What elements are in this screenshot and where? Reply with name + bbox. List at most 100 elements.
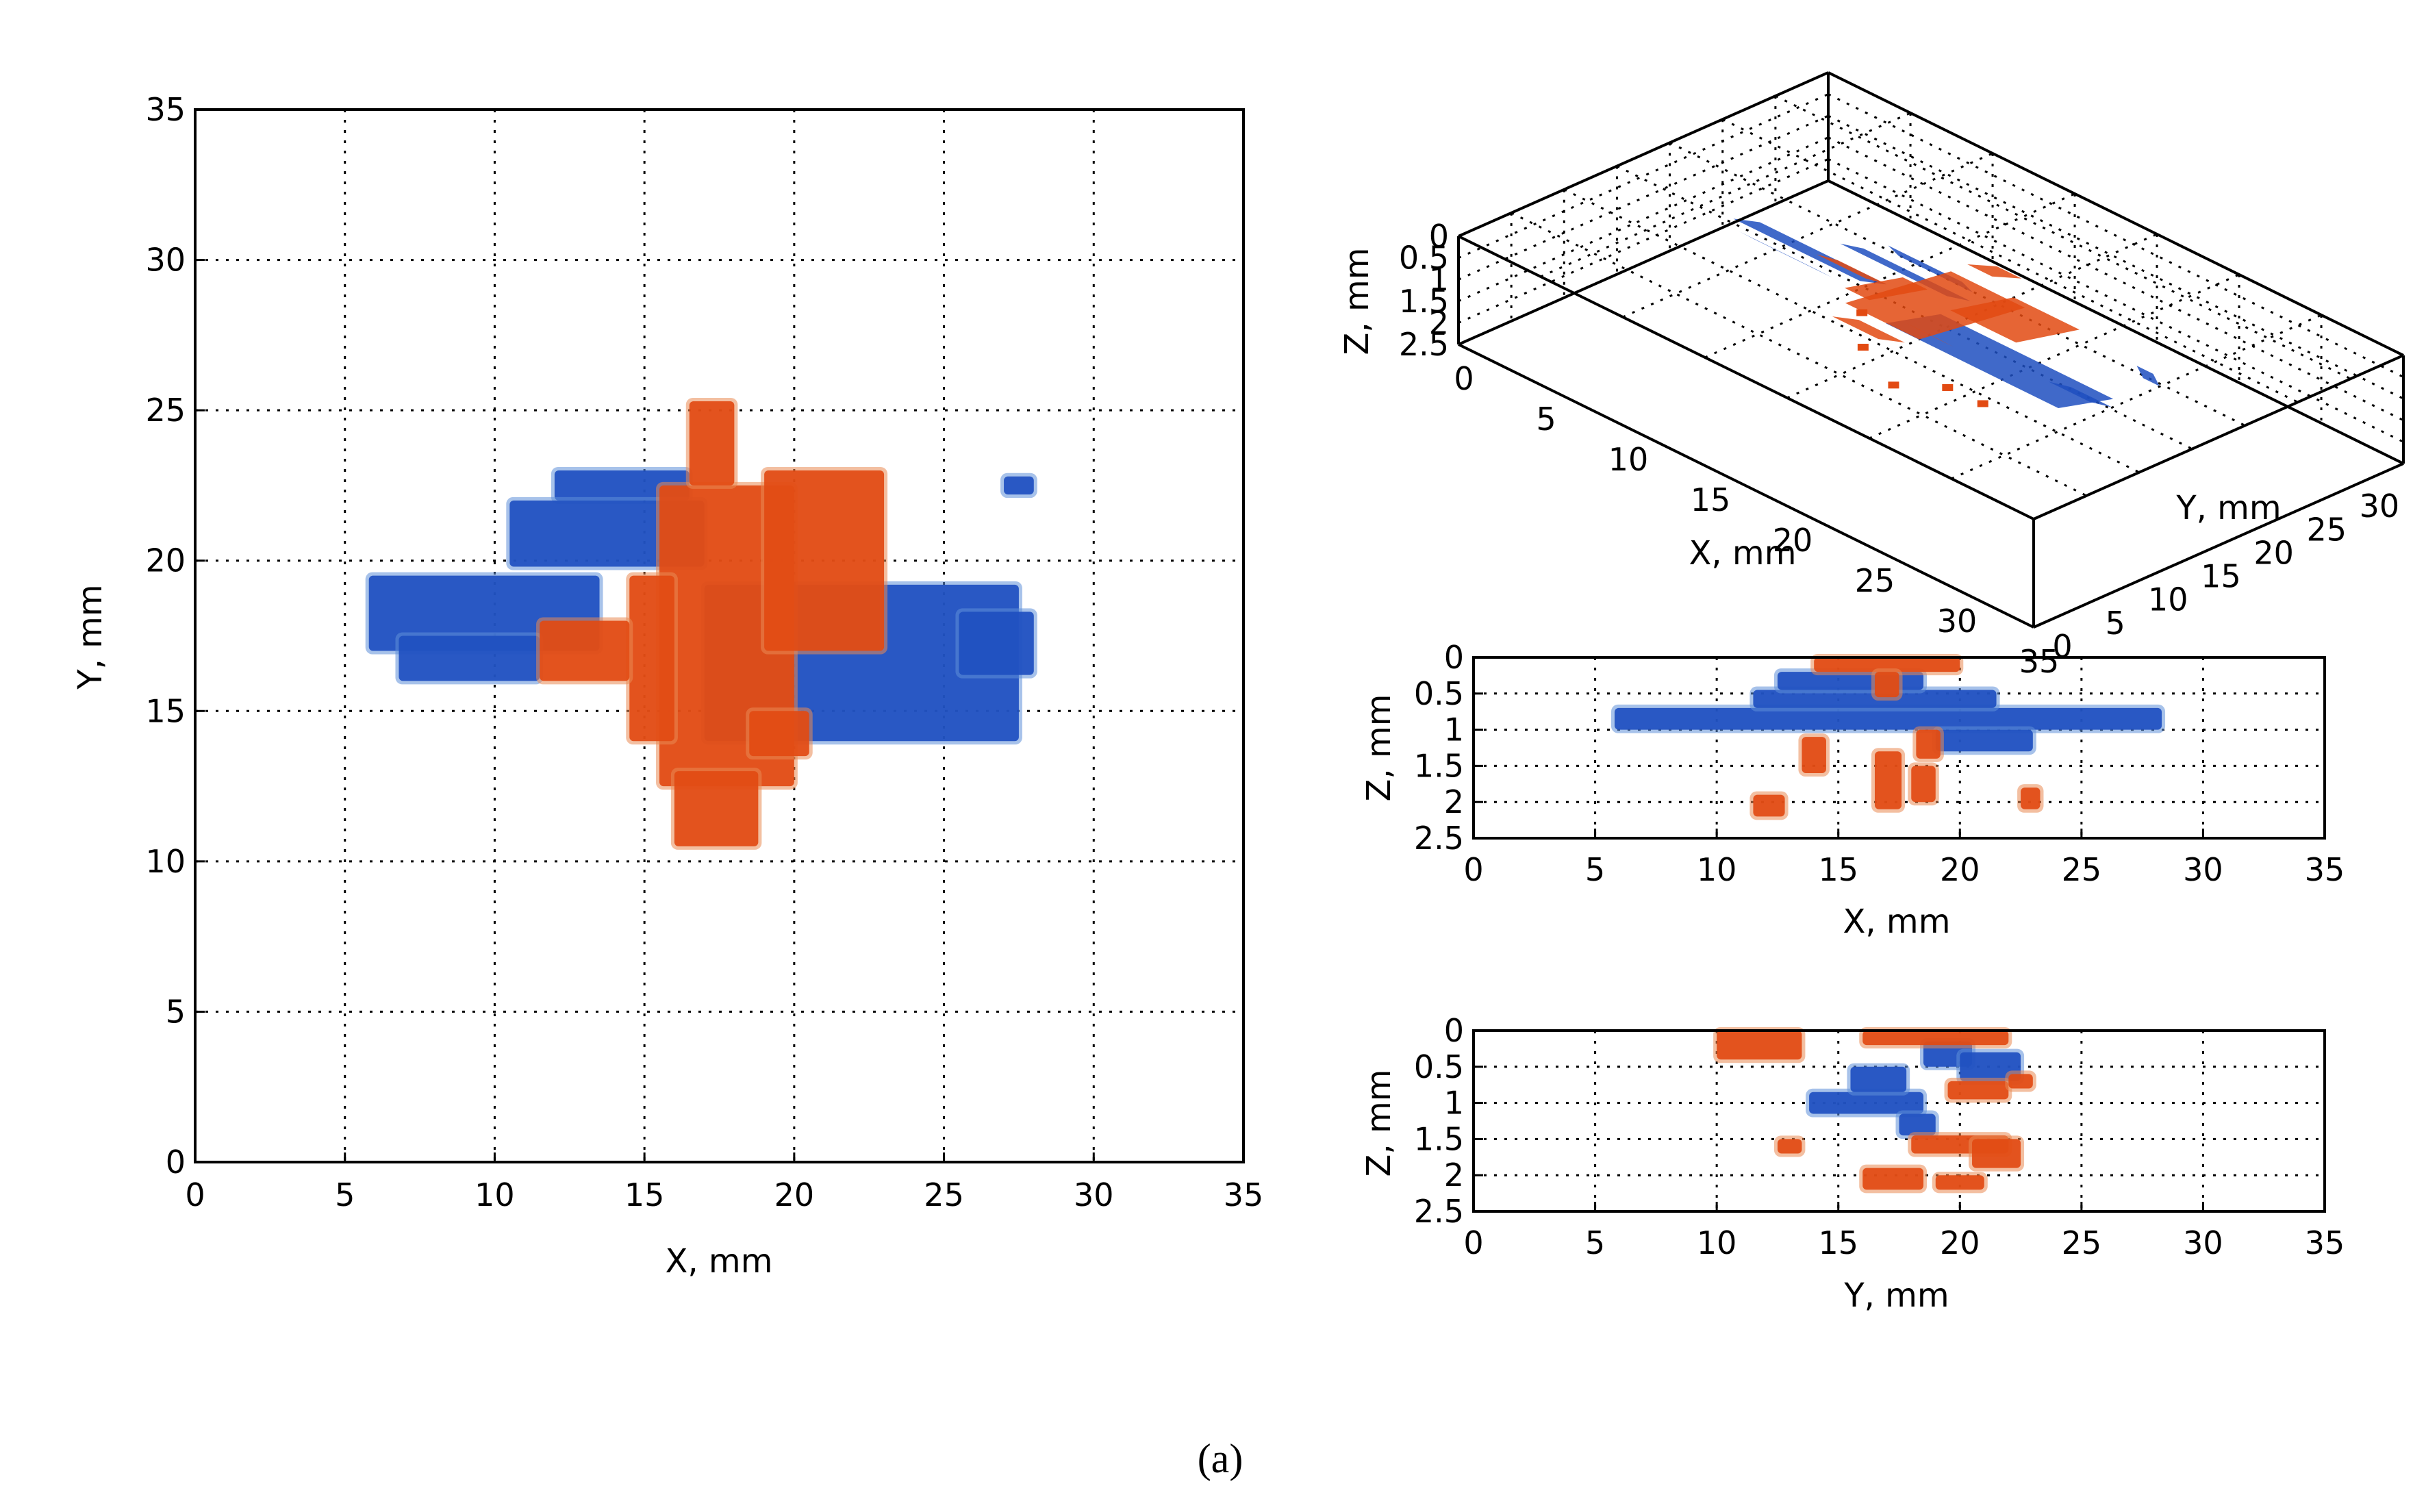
p-xz-x-tick-label: 20: [1940, 851, 1980, 888]
xyz-orange-region: [1845, 271, 2025, 340]
xyz-grid-line: [1828, 93, 2404, 378]
xyz-y-axis-label: Y, mm: [2175, 489, 2281, 527]
xyz-x-axis-label: X, mm: [1689, 534, 1797, 572]
p-yz-orange-region: [1717, 1031, 1802, 1060]
xyz-box-edge: [1828, 71, 2404, 357]
xyz-z-tick-label: 0: [1429, 218, 1449, 255]
xyz-orange-region: [1832, 316, 1905, 343]
p-yz-y-tick-label: 2: [1444, 1157, 1464, 1194]
p-xy-x-tick-label: 20: [774, 1176, 815, 1213]
xyz-grid-line: [1511, 212, 2087, 497]
p-xy-orange-region: [764, 470, 885, 651]
xz-grid: [1474, 657, 2325, 838]
xy-x-axis-label: X, mm: [666, 1242, 773, 1281]
xyz-z-tick-label: 2: [1429, 304, 1449, 341]
p-xy-x-tick-label: 25: [924, 1176, 964, 1213]
p-xz-y-tick-label: 2: [1444, 783, 1464, 820]
p-xz-orange-region: [1874, 751, 1902, 809]
p-yz-y-tick-label: 2.5: [1414, 1193, 1464, 1230]
p-xy-orange-region: [689, 401, 735, 486]
p-xy-blue-region: [399, 635, 540, 681]
xyz-box-edge: [1458, 235, 2034, 520]
p-xz-y-tick-label: 2.5: [1414, 820, 1464, 857]
p-yz-blue-region: [1809, 1092, 1924, 1114]
p-xz-orange-region: [2021, 788, 2041, 809]
p-xy-x-tick-label: 0: [185, 1176, 205, 1213]
p-yz-orange-region: [1947, 1081, 2009, 1100]
p-xy-x-tick-label: 35: [1224, 1176, 1264, 1213]
xyz-y-tick-label: 5: [2106, 605, 2125, 642]
p-xy-orange-region: [749, 711, 809, 757]
p-xz-orange-region: [1814, 657, 1960, 672]
xyz-z-tick-label: 0.5: [1399, 240, 1449, 277]
p-yz-x-tick-label: 15: [1818, 1224, 1858, 1261]
xyz-grid-line: [1775, 94, 2351, 380]
yz-x-axis-label: Y, mm: [1843, 1276, 1949, 1315]
xyz-grid-line: [1722, 118, 2299, 403]
p-xz-x-tick-label: 0: [1463, 851, 1483, 888]
p-xz-y-tick-label: 0.5: [1414, 675, 1464, 712]
xyz-y-tick-label: 20: [2253, 534, 2294, 571]
p-yz-x-tick-label: 30: [2183, 1224, 2223, 1261]
xz-data-regions: [1610, 654, 2166, 820]
p-xz-y-tick-label: 1.5: [1414, 747, 1464, 784]
p-xy-y-tick-label: 15: [145, 692, 186, 729]
xy-data-regions: [365, 397, 1037, 850]
xy-tick-labels: 0 5 10 15 20 25 30 35 0 5 10 15 20 25 30 35: [145, 91, 1263, 1213]
p-xz-orange-region: [1802, 737, 1826, 773]
p-yz-x-tick-label: 5: [1585, 1224, 1605, 1261]
p-yz-orange-region: [1972, 1139, 2021, 1168]
p-xy-blue-region: [959, 612, 1034, 675]
xyz-orange-speck: [1977, 400, 1988, 407]
xyz-x-tick-label: 0: [1454, 360, 1474, 397]
xyz-y-tick-label: 35: [2412, 464, 2413, 501]
figure-caption: (a): [1198, 1436, 1243, 1481]
p-xz-x-tick-label: 10: [1697, 851, 1737, 888]
p-xz-orange-region: [1911, 766, 1936, 803]
p-xy-y-tick-label: 20: [145, 542, 186, 579]
xyz-y-tick-label: 15: [2201, 558, 2241, 595]
p-xz-x-tick-label: 35: [2305, 851, 2345, 888]
xyz-box-edge: [1458, 179, 1829, 346]
p-yz-x-tick-label: 10: [1697, 1224, 1737, 1261]
xyz-orange-speck: [1856, 309, 1868, 316]
p-yz-blue-region: [1899, 1113, 1936, 1136]
xy-axes-frame: [194, 108, 1245, 1163]
xyz-grid-line: [1828, 136, 2404, 422]
p-xy-y-tick-label: 10: [145, 843, 186, 880]
p-yz-x-tick-label: 20: [1940, 1224, 1980, 1261]
p-yz-x-tick-label: 35: [2305, 1224, 2345, 1261]
p-xz-x-tick-label: 5: [1585, 851, 1605, 888]
xyz-grid-line: [1458, 114, 1829, 281]
xyz-blue-region: [1739, 231, 1832, 278]
p-xz-x-tick-label: 15: [1818, 851, 1858, 888]
xyz-x-tick-label: 20: [1773, 522, 1813, 559]
xyz-x-tick-label: 25: [1855, 562, 1895, 599]
xyz-data-regions: [1733, 218, 2160, 408]
xyz-grid-line: [1458, 136, 1829, 303]
p-yz-x-tick-label: 25: [2062, 1224, 2102, 1261]
p-xy-x-tick-label: 5: [335, 1176, 355, 1213]
p-yz-y-tick-label: 0: [1444, 1012, 1464, 1049]
p-yz-y-tick-label: 1: [1444, 1085, 1464, 1122]
xyz-orange-speck: [1942, 383, 1954, 391]
xyz-box-edge: [2033, 462, 2404, 629]
p-xy-blue-region: [1004, 476, 1034, 495]
p-xy-y-tick-label: 0: [166, 1144, 186, 1181]
xyz-box-frame: [1457, 71, 2405, 629]
xyz-blue-region: [2049, 381, 2112, 407]
yz-axes-frame: [1472, 1029, 2326, 1213]
xyz-orange-region: [1967, 264, 2022, 279]
xyz-orange-region: [1905, 323, 1954, 347]
xyz-z-tick-label: 1.5: [1399, 283, 1449, 320]
xyz-box-edge: [1458, 71, 1829, 238]
xyz-x-tick-label: 15: [1691, 481, 1731, 518]
xz-y-axis-label: Z, mm: [1360, 694, 1398, 802]
p-xz-orange-region: [1753, 794, 1785, 817]
xyz-x-tick-label: 35: [2019, 643, 2060, 680]
xyz-z-axis-label: Z, mm: [1338, 248, 1376, 355]
xyz-grid-line: [1563, 188, 2140, 474]
xyz-x-tick-label: 5: [1536, 401, 1556, 438]
